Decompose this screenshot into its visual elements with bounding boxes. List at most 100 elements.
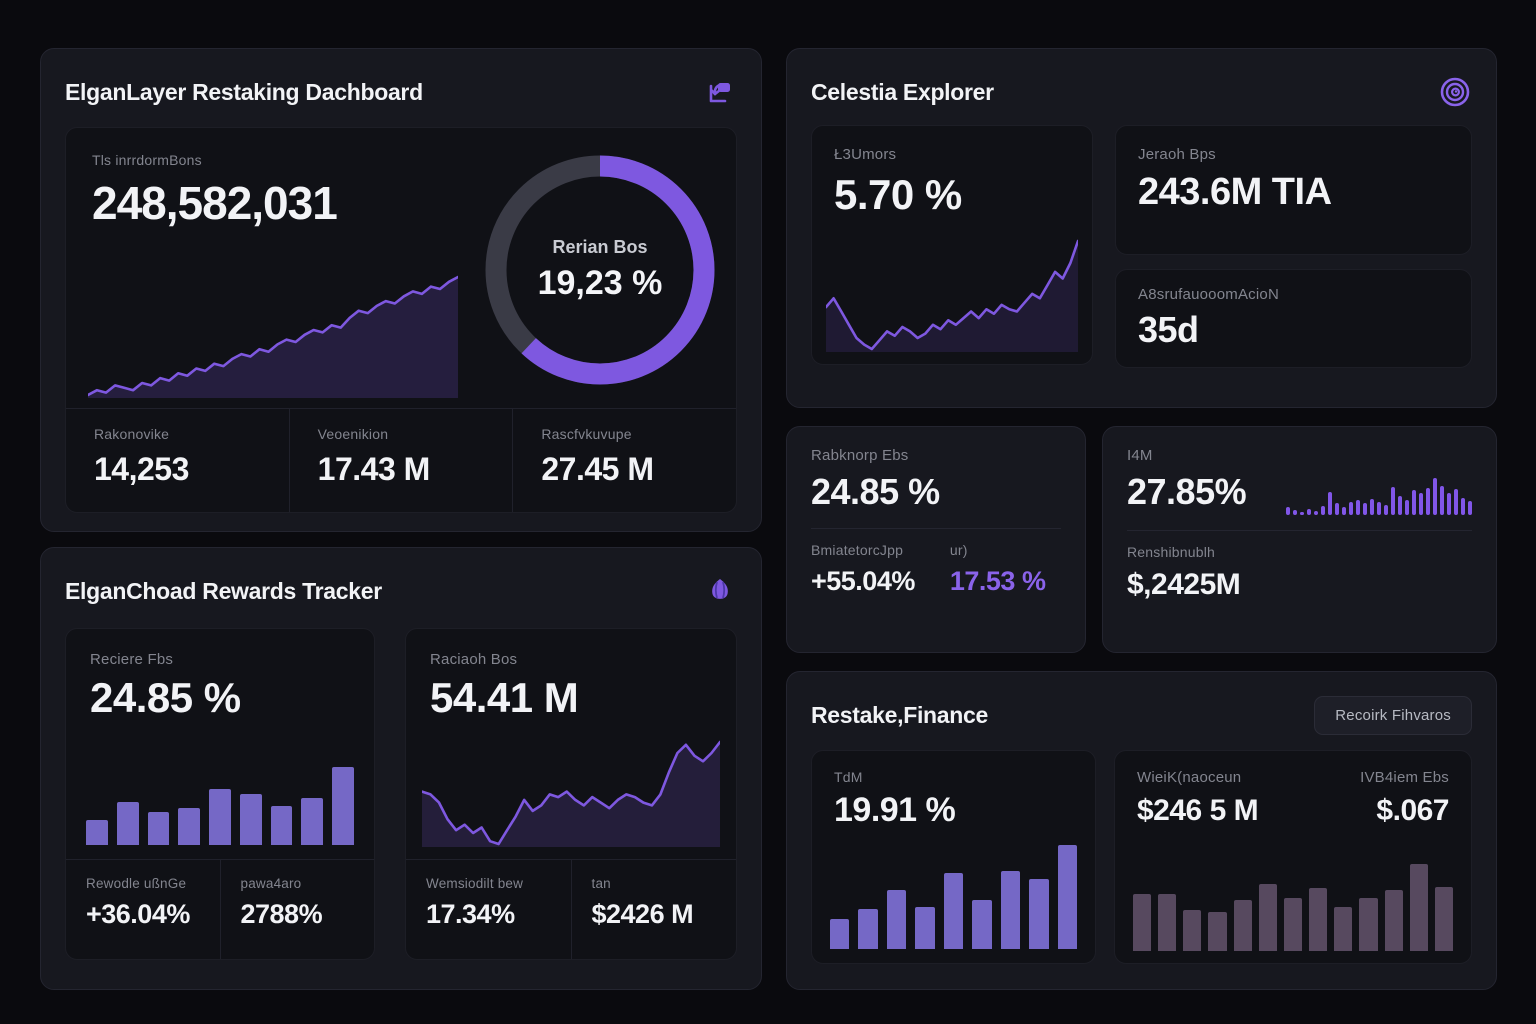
divider: [811, 528, 1061, 529]
rewards-right-panel: Raciaoh Bos 54.41 M Wemsiodilt bew 17.34…: [405, 628, 737, 960]
celestia-apr-panel: Ł3Umors 5.70 %: [811, 125, 1093, 365]
stat-cell: ur) 17.53 %: [950, 542, 1061, 597]
stat-value: 14,253: [94, 451, 189, 487]
rewards-bar-chart: [86, 763, 355, 845]
stat-value-purple: 17.53 %: [949, 566, 1046, 596]
rewards-left-label: Reciere Fbs: [90, 651, 174, 668]
stat-label: Wemsiodilt bew: [426, 876, 524, 891]
stat-value: 17.43 M: [317, 451, 431, 487]
iam-spark-chart: [1285, 461, 1472, 515]
celestia-grid: Ł3Umors 5.70 % Jeraoh Bps 243.6M TIA A8s…: [811, 125, 1472, 368]
stat-cell: IVB4iem Ebs $.067: [1360, 769, 1449, 828]
rewards-line-chart: [420, 739, 722, 847]
spiral-icon: [1438, 75, 1472, 109]
card-rabknorp: Rabknorp Ebs 24.85 % BmiatetorcJpp +55.0…: [786, 426, 1086, 653]
iam-bottom-value: $,2425M: [1127, 568, 1241, 601]
rf-right-stats: WieiK(naoceun $246 5 M IVB4iem Ebs $.067: [1137, 769, 1449, 828]
stat-label: ur): [949, 542, 968, 558]
restake-finance-grid: TdM 19.91 % WieiK(naoceun $246 5 M IVB4i…: [811, 750, 1472, 964]
rabknorp-label: Rabknorp Ebs: [811, 447, 909, 464]
iam-bottom-label: Renshibnublh: [1127, 544, 1216, 560]
card-restake-finance: Restake,Finance Recoirk Fihvaros TdM 19.…: [786, 671, 1497, 990]
iam-bottom: Renshibnublh $,2425M: [1127, 544, 1472, 602]
restaking-metric-value: 248,582,031: [92, 177, 338, 229]
restake-finance-header: Restake,Finance Recoirk Fihvaros: [811, 694, 1472, 736]
stat-value: $246 5 M: [1137, 794, 1259, 827]
muted-bar-chart: [1133, 859, 1454, 951]
donut-label: Rerian Bos: [552, 237, 648, 257]
tam-label: TdM: [834, 769, 863, 785]
restaking-stats-row: Rakonovike 14,253 Veoenikion 17.43 M Ras…: [66, 408, 736, 512]
layers-arrow-icon: [703, 75, 737, 109]
stat-cell: tan $2426 M: [570, 860, 737, 959]
iam-label: I4M: [1127, 447, 1153, 464]
restake-finance-button[interactable]: Recoirk Fihvaros: [1314, 695, 1472, 735]
rabknorp-value: 24.85 %: [811, 471, 940, 512]
stat-label: WieiK(naoceun: [1137, 769, 1242, 786]
celestia-unbond-value: 35d: [1138, 309, 1199, 350]
rewards-right-metric: Raciaoh Bos 54.41 M: [406, 629, 736, 859]
tam-panel: TdM 19.91 %: [811, 750, 1096, 964]
card-rewards-tracker: ElganChoad Rewards Tracker Reciere Fbs 2…: [40, 547, 762, 990]
restaking-trend-chart: [86, 274, 460, 398]
celestia-apr-label: Ł3Umors: [834, 146, 897, 163]
stat-cell: BmiatetorcJpp +55.04%: [811, 542, 950, 597]
stat-cell: Rakonovike 14,253: [66, 409, 289, 512]
celestia-supply-value: 243.6M TIA: [1138, 171, 1332, 213]
stat-label: Rascfvkuvupe: [541, 426, 632, 442]
restaking-metric-label: Tls inrrdormBons: [92, 152, 202, 168]
rabknorp-stats: BmiatetorcJpp +55.04% ur) 17.53 %: [811, 542, 1061, 597]
iam-metric: I4M 27.85%: [1127, 447, 1247, 515]
celestia-supply-panel: Jeraoh Bps 243.6M TIA: [1115, 125, 1472, 255]
gem-icon: [703, 574, 737, 608]
stat-label: BmiatetorcJpp: [811, 542, 904, 558]
tam-value: 19.91 %: [834, 791, 956, 829]
stat-value: 27.45 M: [541, 451, 654, 487]
celestia-card-title: Celestia Explorer: [811, 78, 994, 105]
rewards-card-header: ElganChoad Rewards Tracker: [65, 570, 737, 612]
celestia-supply-label: Jeraoh Bps: [1138, 146, 1216, 163]
donut-ring: [480, 150, 720, 390]
donut-center-text: Rerian Bos 19,23 %: [480, 150, 720, 390]
stat-label: IVB4iem Ebs: [1360, 769, 1449, 786]
iam-value: 27.85%: [1127, 471, 1247, 512]
celestia-unbond-panel: A8srufauooomAcioN 35d: [1115, 269, 1472, 368]
card-celestia-explorer: Celestia Explorer Ł3Umors 5.70 %: [786, 48, 1497, 408]
tam-bar-chart: [830, 843, 1077, 949]
stat-cell: pawa4aro 2788%: [219, 860, 375, 959]
restaking-card-title: ElganLayer Restaking Dachboard: [65, 78, 423, 105]
rewards-grid: Reciere Fbs 24.85 % Rewodle ußnGe +36.04…: [65, 628, 737, 960]
card-iam: I4M 27.85% Renshibnublh $,2425M: [1102, 426, 1497, 653]
rewards-right-stats: Wemsiodilt bew 17.34% tan $2426 M: [406, 859, 736, 959]
restaking-donut-chart: Rerian Bos 19,23 %: [480, 150, 720, 390]
left-column: ElganLayer Restaking Dachboard Tls inrrd…: [40, 48, 762, 990]
rewards-left-value: 24.85 %: [90, 674, 241, 721]
restaking-card-header: ElganLayer Restaking Dachboard: [65, 71, 737, 113]
stat-cell: Rascfvkuvupe 27.45 M: [512, 409, 736, 512]
rf-right-panel: WieiK(naoceun $246 5 M IVB4iem Ebs $.067: [1114, 750, 1472, 964]
rewards-left-metric: Reciere Fbs 24.85 %: [66, 629, 374, 859]
celestia-card-header: Celestia Explorer: [811, 71, 1472, 113]
card-restaking-dashboard: ElganLayer Restaking Dachboard Tls inrrd…: [40, 48, 762, 532]
stat-cell: Rewodle ußnGe +36.04%: [66, 860, 220, 959]
restaking-panel: Tls inrrdormBons 248,582,031 Rerian Bos …: [65, 127, 737, 513]
right-column: Celestia Explorer Ł3Umors 5.70 %: [786, 48, 1497, 990]
divider: [1127, 530, 1472, 531]
stat-label: Veoenikion: [317, 426, 389, 442]
iam-top: I4M 27.85%: [1127, 447, 1472, 515]
donut-value: 19,23 %: [537, 264, 663, 302]
mid-row: Rabknorp Ebs 24.85 % BmiatetorcJpp +55.0…: [786, 426, 1497, 653]
rewards-right-label: Raciaoh Bos: [430, 651, 518, 668]
stat-cell: Veoenikion 17.43 M: [288, 409, 513, 512]
stat-label: Rewodle ußnGe: [86, 876, 187, 891]
restake-finance-title: Restake,Finance: [811, 701, 989, 728]
stat-value: +55.04%: [811, 566, 915, 596]
stat-value: 17.34%: [426, 899, 515, 929]
stat-cell: WieiK(naoceun $246 5 M: [1137, 769, 1259, 828]
stat-value: 2788%: [240, 899, 323, 929]
stat-cell: Wemsiodilt bew 17.34%: [406, 860, 571, 959]
stat-label: tan: [591, 876, 611, 891]
stat-label: pawa4aro: [240, 876, 302, 891]
rewards-left-panel: Reciere Fbs 24.85 % Rewodle ußnGe +36.04…: [65, 628, 375, 960]
